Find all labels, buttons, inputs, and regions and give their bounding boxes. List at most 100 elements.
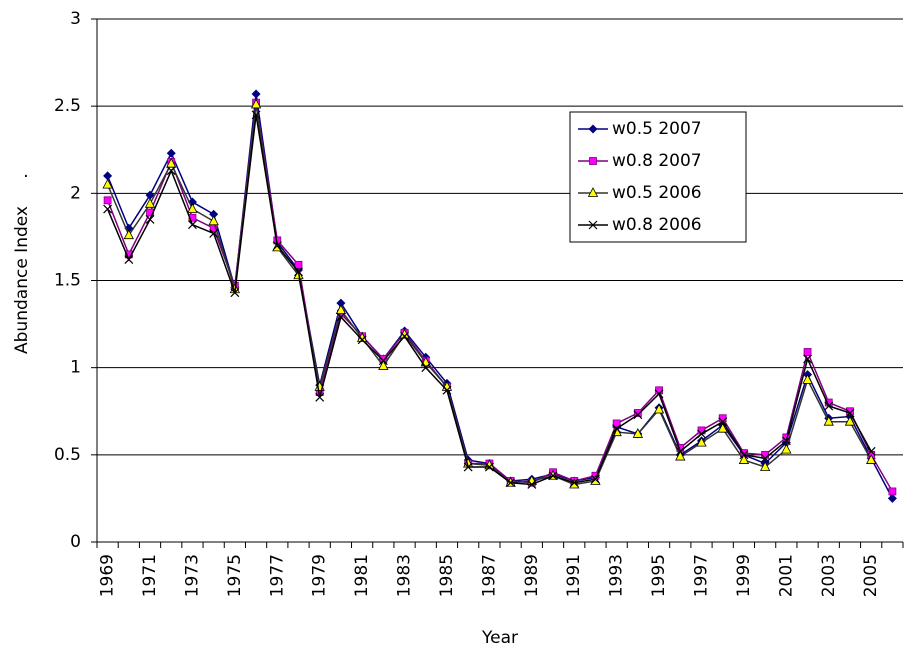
marker [739,450,749,460]
marker [569,478,579,488]
y-tick-label: 3 [70,9,81,29]
x-tick-label: 1995 [649,554,669,597]
marker [335,304,347,315]
marker [654,389,664,399]
marker [315,392,325,402]
series-line [106,104,872,486]
marker [844,415,856,426]
marker [250,98,262,109]
x-tick-label: 1987 [479,554,499,597]
marker [123,229,134,240]
x-tick-label: 1983 [395,554,415,597]
marker [696,436,707,447]
marker [145,215,155,224]
marker [527,480,537,489]
marker [336,312,346,322]
legend-label: w0.5 2007 [612,119,702,139]
marker [102,178,113,189]
marker [378,356,388,366]
x-axis-label: Year [481,628,518,648]
marker [845,408,855,418]
x-tick-label: 1979 [310,554,330,597]
marker [589,157,597,165]
x-tick-label: 1975 [225,554,245,597]
marker [653,403,665,414]
marker [272,241,282,251]
marker [251,89,261,99]
marker [484,462,494,472]
marker [378,360,389,370]
marker [548,471,558,481]
x-tick-label: 1989 [522,554,542,597]
marker [612,424,622,434]
series-line [106,114,872,486]
marker [697,429,706,439]
legend-label: w0.5 2006 [612,183,702,203]
marker [802,374,813,384]
x-tick-label: 1971 [140,554,160,597]
marker [166,166,176,176]
marker [587,187,599,197]
y-tick-label: 1 [70,358,81,378]
marker [569,478,580,489]
marker [506,478,516,488]
marker [803,348,812,356]
marker [717,422,728,433]
legend: w0.5 2007 w0.8 2007 w0.5 2006 w0.8 2006 [569,111,747,243]
marker [866,454,877,464]
x-tick-label: 1981 [352,554,372,597]
marker [866,446,876,456]
x-tick-label: 2001 [776,554,796,597]
y-tick-label: 2.5 [54,96,81,116]
marker [633,409,642,417]
marker [633,410,643,420]
marker [738,454,750,464]
marker [103,204,113,214]
marker [188,220,197,230]
legend-label: w0.8 2006 [612,215,702,235]
marker [294,260,303,269]
marker [824,401,834,411]
x-tick-label: 1977 [267,554,287,597]
marker [823,415,834,426]
marker [675,450,686,461]
marker [357,335,367,345]
marker [166,157,177,168]
legend-label: w0.8 2007 [612,151,702,171]
marker [781,443,792,454]
marker [230,288,240,298]
x-tick-label: 1993 [607,554,627,597]
marker [588,124,598,134]
marker [209,209,219,219]
x-tick-label: 2005 [861,554,881,597]
marker [251,110,261,120]
y-tick-label: 1.5 [54,271,81,291]
series-line [106,93,894,499]
marker [103,171,113,181]
marker [887,493,897,503]
marker [463,462,473,472]
marker [675,446,685,456]
y-axis-label: Abundance Index [12,206,32,354]
x-tick-label: 1999 [734,554,754,597]
y-tick-label: 2 [70,183,81,203]
x-tick-label: 1969 [98,554,118,597]
marker [400,331,409,341]
x-tick-label: 1997 [692,554,712,597]
marker [632,428,644,438]
marker [187,203,198,213]
marker [294,267,303,277]
marker [888,487,897,496]
marker [166,148,176,158]
marker [718,417,728,427]
legend-box [569,111,747,243]
marker [145,190,155,200]
marker [336,298,346,308]
y-tick-label: 0 [70,532,81,552]
marker [588,220,598,230]
marker [144,197,156,208]
marker [718,414,727,423]
y-tick-label: 0.5 [54,445,81,465]
